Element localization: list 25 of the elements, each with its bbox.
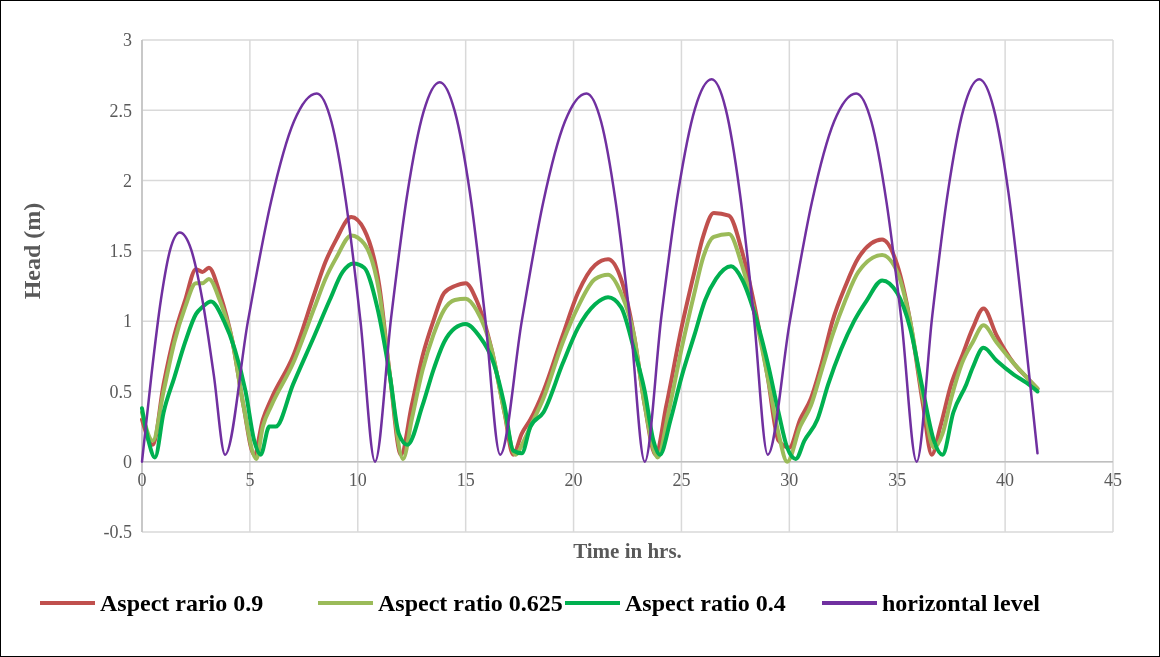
y-tick-label: 2 — [123, 170, 132, 191]
y-axis-title: Head (m) — [19, 202, 45, 300]
x-tick-label: 35 — [888, 469, 907, 490]
y-tick-label: 1.5 — [109, 241, 132, 262]
legend-label: Aspect ratio 0.4 — [625, 590, 786, 617]
x-tick-label: 5 — [245, 469, 255, 490]
y-tick-label: 0.5 — [109, 381, 132, 402]
y-tick-label: 1 — [123, 311, 132, 332]
legend-label: Aspect rario 0.9 — [100, 590, 264, 617]
x-tick-label: 30 — [780, 469, 799, 490]
y-tick-label: 0 — [123, 452, 132, 473]
y-tick-label: 3 — [123, 30, 132, 51]
x-tick-label: 20 — [564, 469, 583, 490]
y-tick-label: 2.5 — [109, 100, 132, 121]
line-series — [140, 78, 1039, 463]
x-tick-label: 10 — [348, 469, 367, 490]
x-tick-label: 15 — [456, 469, 475, 490]
legend-label: Aspect ratio 0.625 — [378, 590, 563, 617]
x-tick-label: 25 — [672, 469, 691, 490]
x-tick-label: 45 — [1104, 469, 1122, 490]
x-tick-label: 40 — [996, 469, 1015, 490]
legend-label: horizontal level — [882, 590, 1041, 617]
y-tick-label: -0.5 — [103, 522, 132, 543]
x-axis-title: Time in hrs. — [573, 539, 682, 563]
x-tick-label: 0 — [137, 469, 147, 490]
